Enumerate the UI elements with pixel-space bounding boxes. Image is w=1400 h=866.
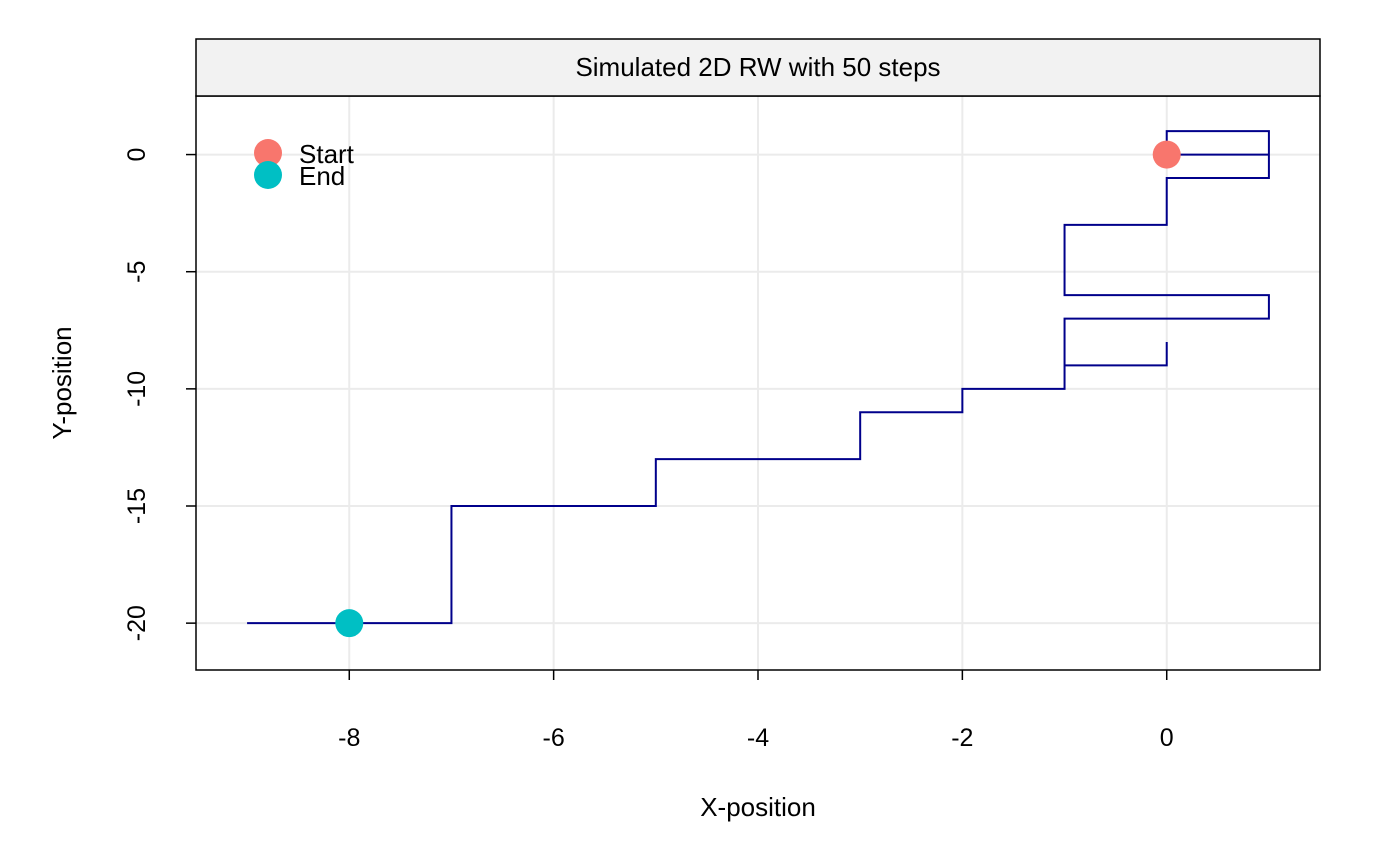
walk-path-layer — [247, 130, 1270, 625]
y-tick-label: -15 — [123, 488, 151, 524]
y-tick-label: -20 — [123, 605, 151, 641]
x-tick-label: 0 — [1160, 724, 1174, 752]
start-marker — [1152, 140, 1181, 169]
legend-start-label: Start — [299, 139, 355, 169]
y-tick-label: -10 — [123, 371, 151, 407]
y-tick-label: 0 — [123, 148, 151, 162]
strip-header — [195, 38, 1321, 97]
legend-end-key — [254, 161, 282, 189]
chart-title: Simulated 2D RW with 50 steps — [575, 52, 940, 82]
y-axis: 0 -5 -10 -15 -20 — [123, 148, 196, 641]
x-tick-label: -2 — [951, 724, 973, 752]
y-axis-title: Y-position — [47, 326, 77, 439]
marker-layer — [335, 140, 1181, 638]
x-axis-title: X-position — [700, 792, 816, 822]
legend-end-label: End — [299, 161, 345, 191]
x-tick-label: -8 — [338, 724, 360, 752]
x-tick-label: -6 — [543, 724, 565, 752]
legend-start-key — [254, 139, 282, 167]
y-tick-label: -5 — [123, 261, 151, 283]
walk-path — [247, 130, 1270, 625]
x-tick-label: -4 — [747, 724, 769, 752]
grid — [196, 96, 1320, 670]
x-axis: -8 -6 -4 -2 0 — [338, 670, 1174, 752]
end-marker — [335, 609, 364, 638]
